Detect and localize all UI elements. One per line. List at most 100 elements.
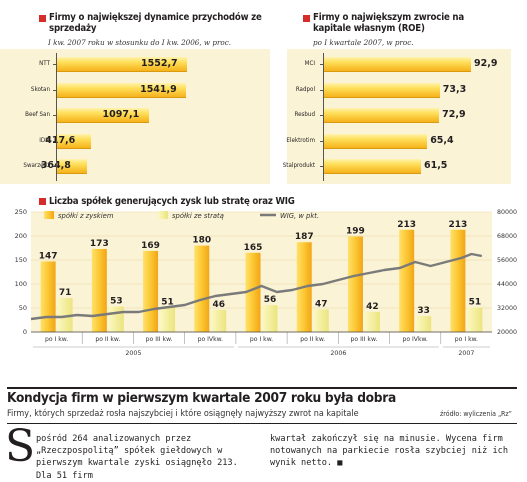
bar-value-label: 72,9 [442, 109, 466, 120]
bar-loss [108, 306, 124, 332]
y-left-tick-label: 150 [15, 256, 27, 264]
row-tick [53, 115, 56, 116]
bar-value-label: 1097,1 [102, 109, 140, 120]
bar-value-label: 364,8 [41, 160, 71, 171]
row-tick [53, 64, 56, 65]
top-rule [7, 387, 517, 389]
y-left-tick-label: 50 [19, 304, 27, 312]
legend-label-wig: WIG, w pkt. [280, 212, 319, 220]
x-tick-label: po II kw. [95, 336, 120, 343]
wig-line [30, 252, 483, 321]
row-label: Beef San [25, 111, 50, 118]
chart1-subtitle: I kw. 2007 roku w stosunku do I kw. 2006… [48, 38, 232, 47]
chart3-bullet [39, 198, 46, 205]
body-column-right: kwartał zakończył się na minusie. Wycena… [270, 434, 508, 469]
bar-loss-label: 51 [161, 298, 174, 308]
bar-value-label: 65,4 [430, 134, 454, 146]
chart2-title: Firmy o największym zwrocie na kapitale … [313, 12, 464, 34]
row-tick [53, 89, 56, 91]
axis-line [56, 53, 57, 181]
x-tick-label: po I kw. [455, 336, 478, 343]
bar-loss [467, 307, 483, 332]
bottom-rule [7, 423, 517, 424]
bar-profit [40, 261, 56, 332]
bar-loss-label: 51 [469, 298, 482, 308]
bar-loss [313, 309, 329, 332]
bar-loss [57, 297, 73, 332]
bar-loss-label: 46 [213, 300, 226, 310]
bar [56, 57, 187, 72]
bar-value-label: 92,9 [474, 58, 498, 69]
bar-profit-label: 199 [346, 226, 365, 236]
bar-profit [245, 252, 261, 332]
y-right-tick-label: 80000 [497, 209, 517, 216]
bar-profit [143, 250, 159, 332]
bar-loss [160, 307, 176, 332]
bar [323, 108, 440, 123]
chart3-title: Liczba spółek generujących zysk lub stra… [49, 196, 295, 207]
bar [56, 82, 187, 98]
bar-loss-label: 53 [110, 297, 123, 307]
bar-profit [450, 229, 466, 332]
x-tick-label: po III kw. [146, 336, 173, 343]
bar-loss [364, 311, 380, 332]
bar-profit [194, 245, 210, 332]
row-tick [320, 64, 323, 65]
y-right-tick-label: 68000 [497, 233, 517, 240]
y-left-tick-label: 100 [15, 280, 27, 288]
row-label: Swarzędz [23, 162, 50, 169]
bar-value-label: 417,6 [45, 134, 76, 146]
bar-loss-label: 33 [417, 306, 430, 316]
article-heading: Kondycja firm w pierwszym kwartale 2007 … [7, 390, 396, 406]
chart1-title: Firmy o największej dynamice przychodów … [49, 12, 262, 34]
y-left-tick-label: 200 [15, 232, 27, 240]
row-label: Skotan [30, 85, 50, 93]
y-right-tick-label: 20000 [497, 329, 517, 336]
bar-profit-label: 147 [39, 251, 58, 261]
bar-profit-label: 187 [295, 232, 314, 242]
row-label: MCI [304, 60, 315, 67]
group-label: 2007 [458, 350, 474, 357]
bar-value-label: 61,5 [423, 160, 448, 171]
bar-profit-label: 180 [192, 236, 211, 246]
chart3-svg: 0 50 100 150 200 250 20000 32000 44000 56000 68000… [15, 208, 517, 357]
row-label: Resbud [294, 111, 315, 118]
bar [323, 57, 471, 72]
axis-line [323, 53, 324, 181]
row-tick [320, 89, 323, 91]
chart2-bullet [303, 15, 310, 22]
row-tick [320, 166, 323, 167]
bar-profit-label: 213 [448, 220, 467, 230]
bar-value-label: 1552,7 [141, 58, 178, 69]
bar-profit-label: 165 [244, 243, 263, 253]
y-right-tick-label: 32000 [497, 305, 517, 312]
x-tick-label: po IVkw. [198, 336, 223, 343]
article-subheading: Firmy, których sprzedaż rosła najszybcie… [7, 409, 359, 419]
bar-profit-label: 213 [397, 220, 416, 230]
row-label: IDM [39, 136, 50, 144]
x-tick-label: po I kw. [45, 336, 68, 343]
row-label: Stalprodukt [282, 162, 315, 169]
chart1-bullet [39, 15, 46, 22]
bar-loss-label: 56 [264, 295, 277, 305]
bar-loss-label: 71 [59, 288, 72, 298]
legend-swatch-loss [158, 211, 168, 219]
bar-loss-label: 47 [315, 299, 328, 309]
x-tick-label: po III kw. [351, 336, 378, 343]
source-note: źródło: wyliczenia „Rz” [440, 410, 512, 418]
bar-loss [211, 309, 227, 332]
bar-value-label: 1541,9 [140, 83, 177, 95]
bar-loss [262, 305, 278, 332]
plot-background [31, 212, 492, 332]
bar-loss-label: 42 [366, 302, 379, 312]
bar [56, 108, 149, 123]
row-tick [320, 140, 323, 142]
row-label: Elektrotim [286, 136, 315, 144]
dropcap: S [5, 421, 36, 472]
legend-label-profit: spółki z zyskiem [58, 212, 114, 220]
row-label: NTT [39, 60, 50, 67]
bar [323, 159, 421, 174]
bar-profit [347, 236, 363, 332]
x-tick-label: po I kw. [250, 336, 273, 343]
row-tick [320, 115, 323, 116]
